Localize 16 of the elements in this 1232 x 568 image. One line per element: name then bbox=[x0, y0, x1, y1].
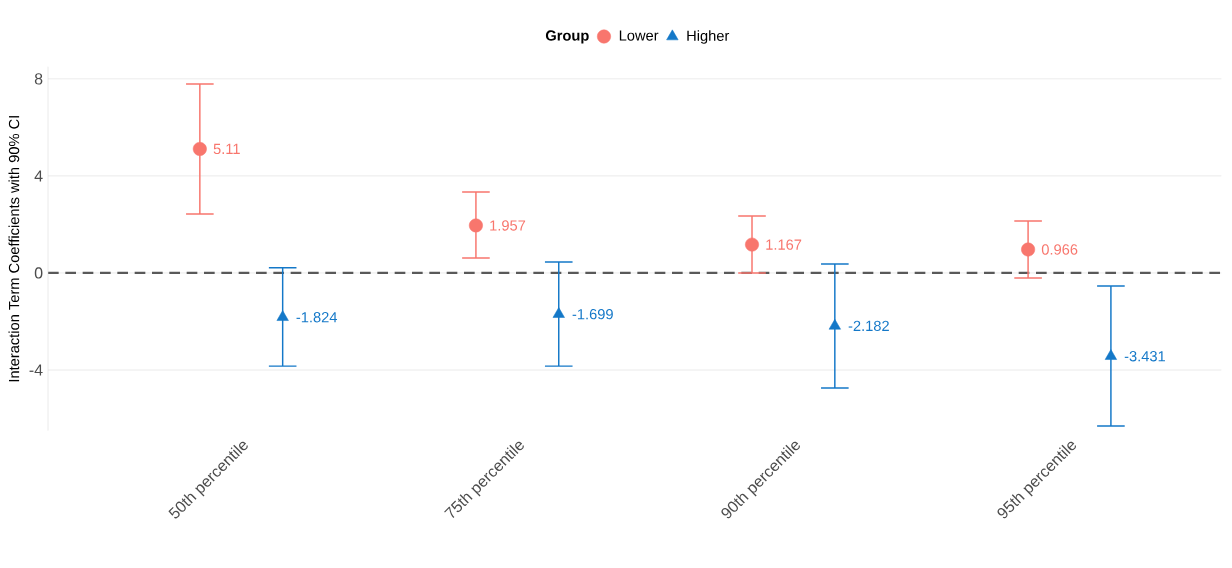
data-label: -3.431 bbox=[1124, 351, 1165, 362]
data-label: 0.966 bbox=[1041, 244, 1078, 255]
data-label: -1.824 bbox=[296, 312, 338, 323]
data-label: 5.11 bbox=[213, 143, 240, 155]
y-tick-label: -4 bbox=[29, 364, 43, 376]
y-tick-label: 8 bbox=[34, 73, 43, 85]
y-tick-label: 0 bbox=[34, 267, 43, 279]
data-label: -2.182 bbox=[848, 320, 889, 332]
y-tick-label: 4 bbox=[34, 170, 43, 182]
legend-title: Group bbox=[545, 30, 589, 44]
data-label: 1.957 bbox=[490, 220, 526, 231]
y-axis-title: Interaction Term Coefficients with 90% CI bbox=[8, 116, 20, 382]
data-label: 1.167 bbox=[766, 239, 802, 250]
legend-label: Lower bbox=[619, 30, 659, 41]
data-label: -1.699 bbox=[572, 308, 613, 320]
legend-label: Higher bbox=[687, 30, 730, 44]
